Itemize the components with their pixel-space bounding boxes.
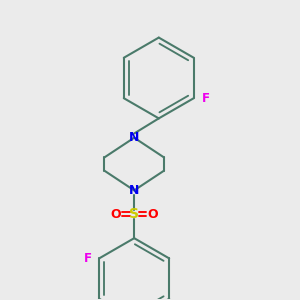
Text: N: N bbox=[129, 131, 140, 144]
Text: O: O bbox=[147, 208, 158, 221]
Text: S: S bbox=[129, 207, 139, 221]
Text: F: F bbox=[83, 252, 92, 265]
Text: N: N bbox=[129, 184, 140, 197]
Text: F: F bbox=[202, 92, 209, 105]
Text: O: O bbox=[111, 208, 121, 221]
